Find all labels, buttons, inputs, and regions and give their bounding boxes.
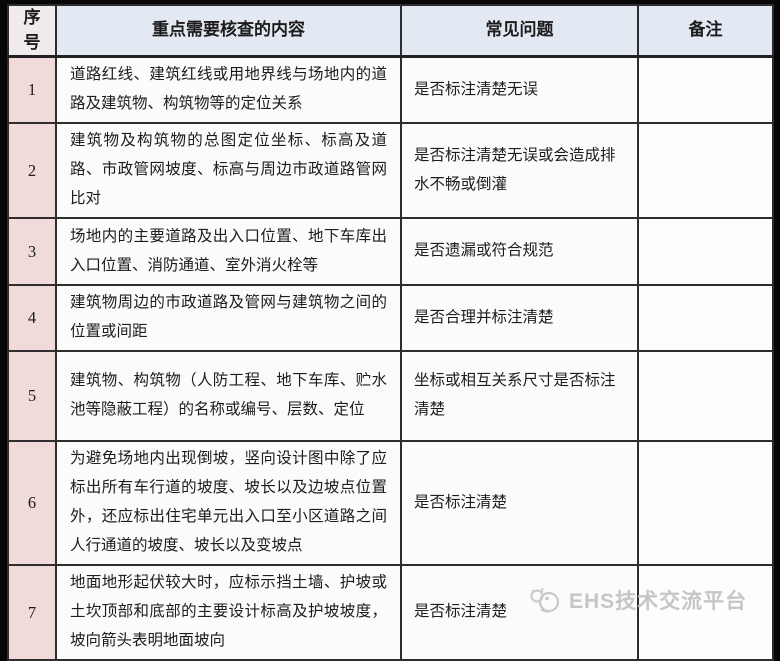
row-problem-cell: 是否标注清楚 xyxy=(400,564,639,661)
table-row: 3 场地内的主要道路及出入口位置、地下车库出入口位置、消防通道、室外消火栓等 是… xyxy=(7,217,774,287)
row-note-cell xyxy=(637,564,774,661)
row-number-cell: 5 xyxy=(7,350,57,443)
row-number-cell: 2 xyxy=(7,122,57,220)
row-content-cell: 道路红线、建筑红线或用地界线与场地内的道路及建筑物、构筑物等的定位关系 xyxy=(55,55,402,125)
header-cell-note: 备注 xyxy=(637,4,774,59)
row-problem-cell: 是否标注清楚无误 xyxy=(400,55,639,125)
header-cell-content: 重点需要核查的内容 xyxy=(55,4,402,59)
row-problem-cell: 是否标注清楚无误或会造成排水不畅或倒灌 xyxy=(400,122,639,220)
site-plan-review-checklist-table: 序号 重点需要核查的内容 常见问题 备注 1 道路红线、建筑红线或用地界线与场地… xyxy=(7,4,774,661)
row-content-cell: 场地内的主要道路及出入口位置、地下车库出入口位置、消防通道、室外消火栓等 xyxy=(55,217,402,287)
row-problem-cell: 是否合理并标注清楚 xyxy=(400,284,639,353)
table-row: 5 建筑物、构筑物（人防工程、地下车库、贮水池等隐蔽工程）的名称或编号、层数、定… xyxy=(7,350,774,443)
header-cell-problem: 常见问题 xyxy=(400,4,639,59)
row-note-cell xyxy=(637,350,774,443)
table-row: 4 建筑物周边的市政道路及管网与建筑物之间的位置或间距 是否合理并标注清楚 xyxy=(7,284,774,353)
row-number-cell: 1 xyxy=(7,55,57,125)
table-row: 6 为避免场地内出现倒坡，竖向设计图中除了应标出所有车行道的坡度、坡长以及边坡点… xyxy=(7,440,774,567)
checklist-sheet: 序号 重点需要核查的内容 常见问题 备注 1 道路红线、建筑红线或用地界线与场地… xyxy=(7,4,774,661)
row-note-cell xyxy=(637,122,774,220)
table-row: 1 道路红线、建筑红线或用地界线与场地内的道路及建筑物、构筑物等的定位关系 是否… xyxy=(7,55,774,125)
row-content-cell: 建筑物及构筑物的总图定位坐标、标高及道路、市政管网坡度、标高与周边市政道路管网比… xyxy=(55,122,402,220)
header-row: 序号 重点需要核查的内容 常见问题 备注 xyxy=(7,4,774,59)
row-note-cell xyxy=(637,284,774,353)
row-number-cell: 6 xyxy=(7,440,57,567)
row-note-cell xyxy=(637,217,774,287)
row-note-cell xyxy=(637,55,774,125)
header-cell-number: 序号 xyxy=(7,4,57,59)
row-number-cell: 4 xyxy=(7,284,57,353)
row-number-cell: 3 xyxy=(7,217,57,287)
row-note-cell xyxy=(637,440,774,567)
row-content-cell: 建筑物、构筑物（人防工程、地下车库、贮水池等隐蔽工程）的名称或编号、层数、定位 xyxy=(55,350,402,443)
row-problem-cell: 坐标或相互关系尺寸是否标注清楚 xyxy=(400,350,639,443)
table-row: 2 建筑物及构筑物的总图定位坐标、标高及道路、市政管网坡度、标高与周边市政道路管… xyxy=(7,122,774,220)
row-content-cell: 为避免场地内出现倒坡，竖向设计图中除了应标出所有车行道的坡度、坡长以及边坡点位置… xyxy=(55,440,402,567)
row-problem-cell: 是否标注清楚 xyxy=(400,440,639,567)
table-row: 7 地面地形起伏较大时，应标示挡土墙、护坡或土坎顶部和底部的主要设计标高及护坡坡… xyxy=(7,564,774,661)
row-content-cell: 建筑物周边的市政道路及管网与建筑物之间的位置或间距 xyxy=(55,284,402,353)
row-problem-cell: 是否遗漏或符合规范 xyxy=(400,217,639,287)
row-number-cell: 7 xyxy=(7,564,57,661)
row-content-cell: 地面地形起伏较大时，应标示挡土墙、护坡或土坎顶部和底部的主要设计标高及护坡坡度，… xyxy=(55,564,402,661)
